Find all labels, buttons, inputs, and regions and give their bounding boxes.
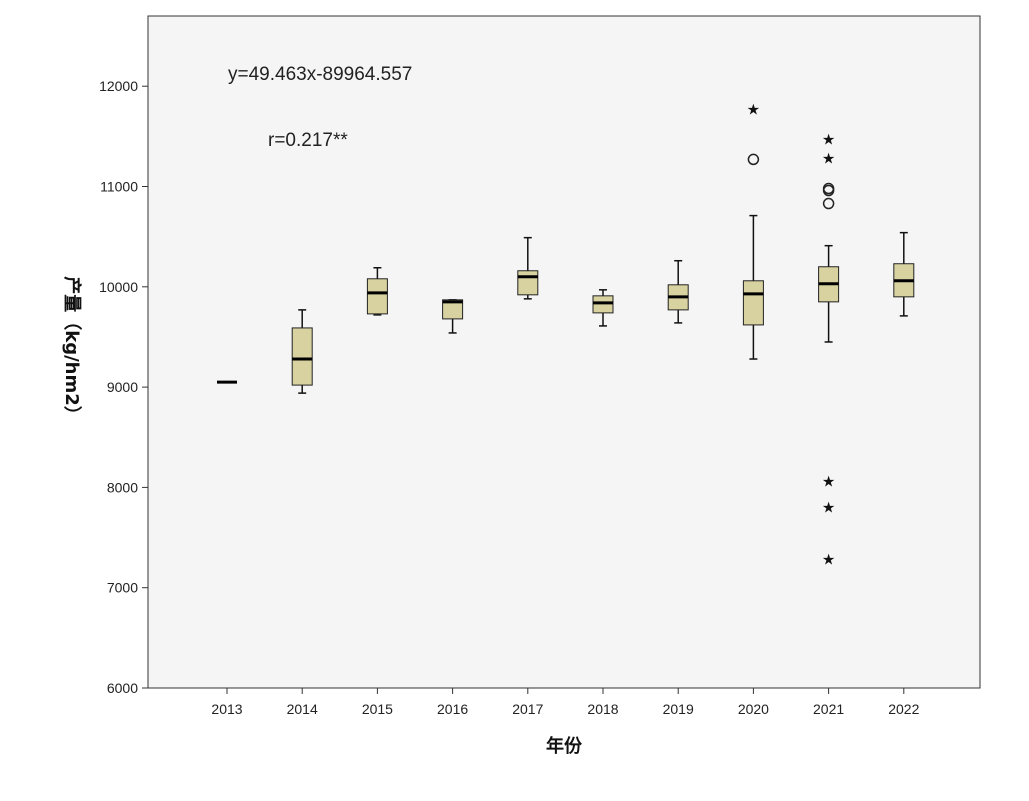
outlier-point — [822, 182, 835, 195]
box-body — [442, 299, 464, 320]
extreme-point: ★ — [822, 551, 835, 569]
box-body — [366, 278, 388, 315]
y-tick-label: 12000 — [99, 78, 138, 94]
box-2019 — [667, 259, 689, 324]
box-2015 — [366, 266, 388, 316]
y-axis: 6000 7000 8000 9000 10000 11000 12000 — [99, 78, 148, 696]
x-axis: 2013 2014 2015 2016 2017 2018 2019 2020 2021 2022 — [211, 688, 920, 717]
x-tick-label: 2020 — [738, 701, 769, 717]
box-2014 — [291, 309, 313, 394]
x-tick-label: 2019 — [663, 701, 694, 717]
outlier-point — [747, 153, 760, 166]
x-tick-label: 2021 — [813, 701, 844, 717]
box-2016 — [442, 299, 464, 334]
box-2021: ★★★★★ — [818, 130, 840, 569]
outlier-point — [822, 197, 835, 210]
box-body — [291, 327, 313, 386]
box-body — [742, 280, 764, 326]
box-body — [517, 270, 539, 296]
extreme-point: ★ — [822, 498, 835, 516]
regression-equation: y=49.463x-89964.557 — [228, 64, 412, 85]
x-tick-label: 2014 — [287, 701, 318, 717]
extreme-point: ★ — [747, 100, 760, 118]
box-2017 — [517, 236, 539, 300]
extreme-point: ★ — [822, 130, 835, 148]
y-tick-label: 11000 — [100, 179, 138, 195]
extreme-point: ★ — [822, 149, 835, 167]
x-tick-label: 2016 — [437, 701, 468, 717]
y-tick-label: 8000 — [107, 479, 138, 495]
box-2020: ★ — [742, 100, 764, 360]
x-tick-label: 2018 — [587, 701, 618, 717]
box-2018 — [592, 289, 614, 327]
y-tick-label: 7000 — [107, 580, 138, 596]
plot-area — [147, 15, 981, 689]
x-tick-label: 2022 — [888, 701, 919, 717]
extreme-point: ★ — [822, 472, 835, 490]
y-axis-title: 产量（kg/hm2） — [61, 276, 83, 424]
y-tick-label: 6000 — [107, 680, 138, 696]
x-tick-label: 2017 — [512, 701, 543, 717]
y-tick-label: 9000 — [107, 379, 138, 395]
box-body — [592, 295, 614, 314]
x-tick-label: 2013 — [211, 701, 242, 717]
y-tick-label: 10000 — [99, 279, 138, 295]
box-series: ★★★★★★ — [217, 100, 915, 569]
correlation-coefficient: r=0.217** — [268, 130, 348, 151]
x-axis-title: 年份 — [546, 735, 583, 757]
x-tick-label: 2015 — [362, 701, 393, 717]
box-2022 — [893, 231, 915, 317]
